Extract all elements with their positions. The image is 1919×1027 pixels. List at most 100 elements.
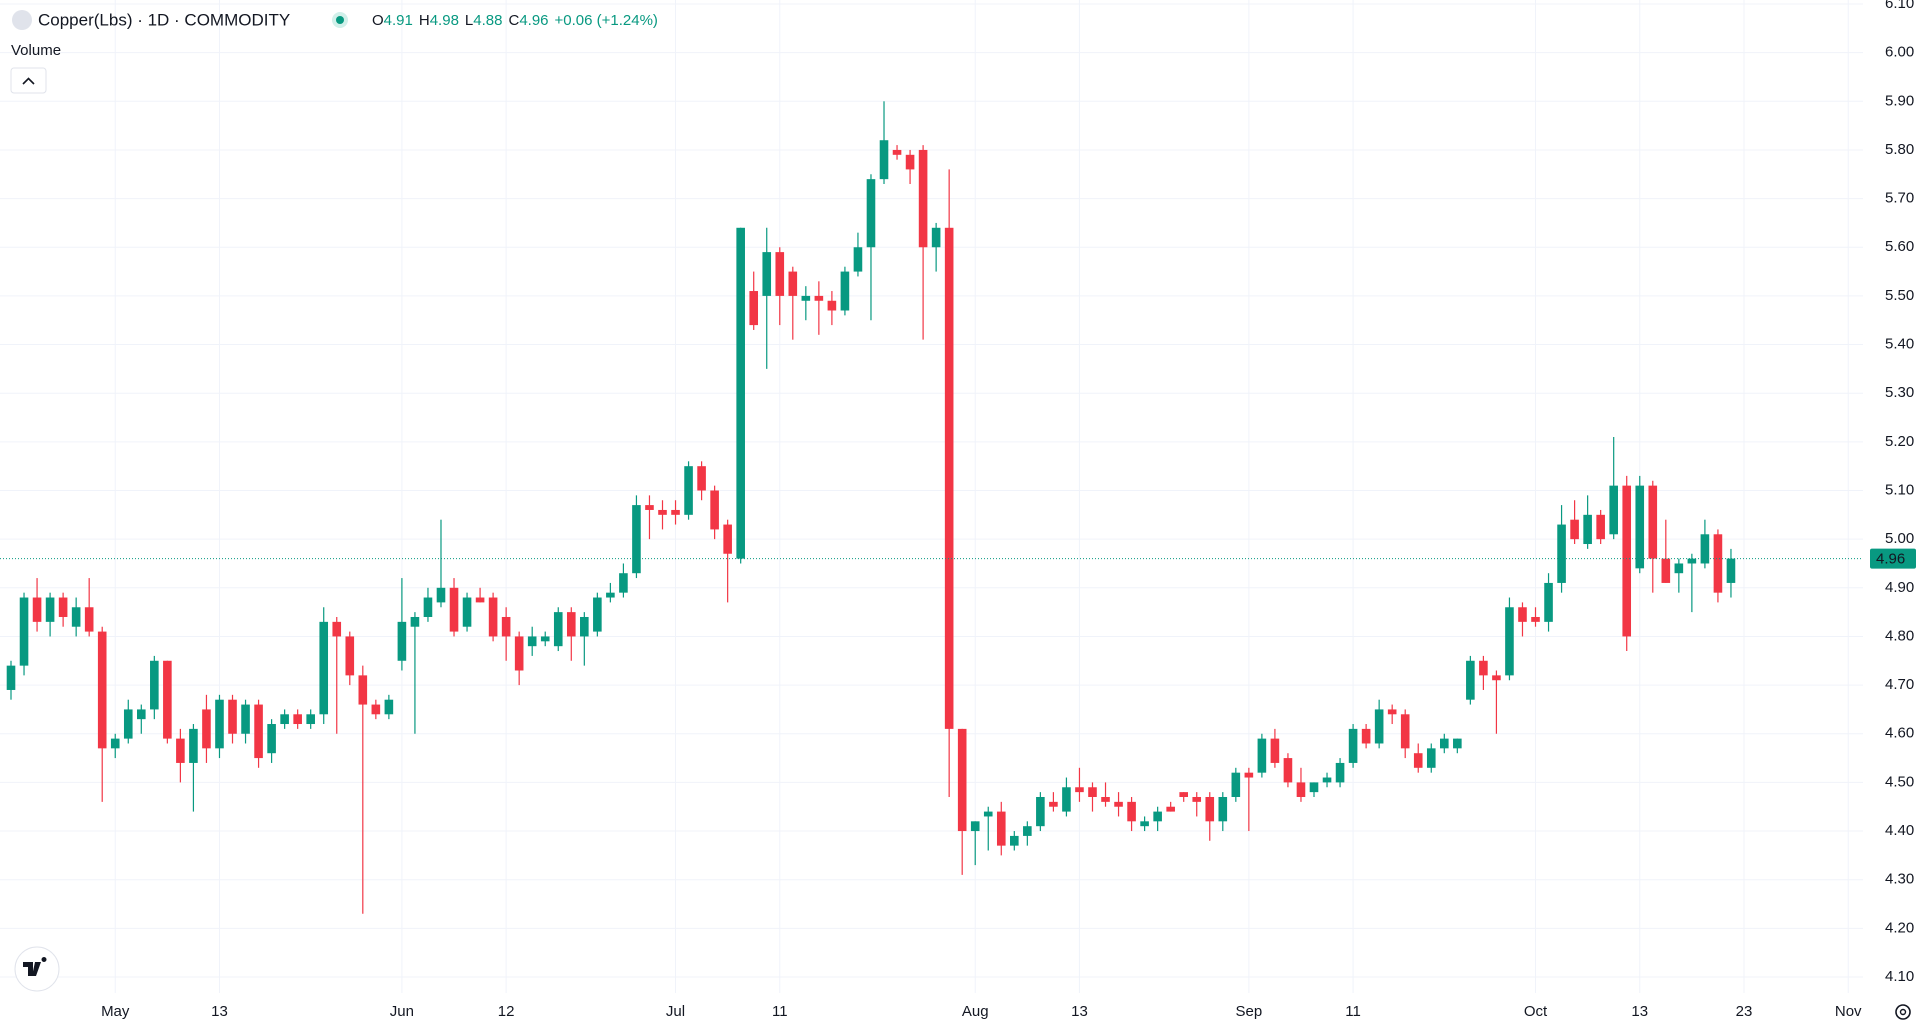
candle-body (71, 607, 81, 627)
candle-body (1244, 772, 1254, 778)
y-tick-label: 4.10 (1885, 968, 1914, 985)
candle-body (1426, 748, 1436, 768)
candle-body (436, 587, 446, 603)
collapse-button[interactable] (10, 67, 47, 94)
change: +0.06 (+1.24%) (555, 12, 658, 29)
candle-body (123, 709, 133, 739)
candle-body (1153, 811, 1162, 822)
ohlc-key: O (372, 12, 384, 29)
x-tick-label: Sep (1235, 1003, 1262, 1020)
candle-body (1479, 660, 1488, 676)
candle-body (345, 636, 355, 676)
candle-body (150, 660, 159, 710)
candle-body (1205, 796, 1215, 822)
candle-body (514, 636, 524, 671)
candle-body (1114, 801, 1123, 807)
y-tick-label: 5.30 (1885, 384, 1914, 401)
ohlc-value: 4.96 (519, 12, 548, 29)
candle-body (293, 714, 302, 725)
candle-body (1088, 787, 1097, 797)
candle-body (371, 704, 381, 715)
candle-body (1010, 835, 1019, 846)
candle-body (1270, 738, 1280, 763)
candle-body (853, 247, 863, 272)
y-tick-label: 4.30 (1885, 871, 1914, 888)
candle-body (1635, 485, 1645, 569)
candle-body (1700, 534, 1710, 564)
candle-body (983, 811, 993, 817)
candles (0, 101, 1863, 914)
last-price-label: 4.96 (1876, 551, 1905, 568)
y-tick-label: 5.10 (1885, 481, 1914, 498)
ohlc-key: C (508, 12, 519, 29)
candle-body (540, 636, 550, 642)
candle-body (840, 271, 850, 311)
candle-body (658, 509, 667, 515)
x-tick-label: 11 (772, 1003, 788, 1020)
candle-body (110, 738, 120, 749)
y-tick-label: 4.20 (1885, 919, 1914, 936)
candle-body (619, 573, 628, 593)
x-tick-label: Oct (1524, 1003, 1548, 1020)
candle-body (45, 597, 55, 622)
ohlc-key: H (419, 12, 430, 29)
candle-body (645, 505, 654, 510)
x-tick-label: Jul (666, 1003, 685, 1020)
x-tick-label: 13 (1071, 1003, 1088, 1020)
candle-body (462, 597, 472, 627)
x-tick-label: 11 (1345, 1003, 1361, 1020)
candle-body (306, 714, 315, 725)
candle-body (814, 295, 824, 301)
time-axis-area (0, 993, 1863, 1027)
ohlc-legend: O4.91 H4.98 L4.88 C4.96 +0.06 (+1.24%) (372, 12, 658, 29)
candle-body (423, 597, 433, 617)
candle-body (254, 704, 263, 759)
y-tick-label: 5.90 (1885, 92, 1914, 109)
candle-body (553, 612, 563, 647)
candle-body (1140, 821, 1149, 827)
candle-body (488, 597, 498, 637)
candle-body (827, 300, 837, 311)
candle-body (1531, 616, 1540, 622)
candle-body (1348, 728, 1358, 763)
candle-body (1374, 709, 1384, 744)
candle-body (1492, 675, 1501, 681)
candle-body (58, 597, 68, 617)
candle-body (319, 621, 329, 715)
settings-icon[interactable] (1895, 1004, 1911, 1020)
y-tick-label: 6.10 (1885, 0, 1914, 12)
candle-body (566, 612, 576, 637)
x-tick-label: 13 (211, 1003, 228, 1020)
y-tick-label: 5.80 (1885, 141, 1914, 158)
candle-body (1387, 709, 1397, 715)
candle-body (84, 607, 94, 632)
candle-body (1322, 777, 1332, 783)
y-tick-label: 4.80 (1885, 627, 1914, 644)
candle-body (410, 616, 420, 627)
candle-body (163, 660, 172, 739)
candle-body (1361, 728, 1371, 744)
candle-body (1127, 801, 1136, 822)
candle-body (606, 592, 615, 598)
price-axis-area (1863, 0, 1919, 1027)
candle-body (1726, 558, 1736, 583)
candle-body (944, 227, 954, 729)
x-tick-label: 23 (1736, 1003, 1753, 1020)
y-tick-label: 4.90 (1885, 579, 1914, 596)
y-tick-label: 4.60 (1885, 725, 1914, 742)
candle-body (1062, 787, 1071, 812)
candle-body (1023, 826, 1032, 836)
y-tick-label: 5.00 (1885, 530, 1914, 547)
x-tick-label: Nov (1835, 1003, 1862, 1020)
candle-body (1179, 792, 1188, 797)
candle-body (228, 699, 237, 734)
y-tick-label: 4.70 (1885, 676, 1914, 693)
candle-body (1505, 607, 1514, 676)
candle-body (267, 724, 276, 754)
candle-body (1596, 514, 1605, 540)
x-tick-label: May (101, 1003, 130, 1020)
candle-body (697, 466, 706, 491)
candle-body (6, 665, 16, 690)
candle-body (775, 252, 785, 296)
